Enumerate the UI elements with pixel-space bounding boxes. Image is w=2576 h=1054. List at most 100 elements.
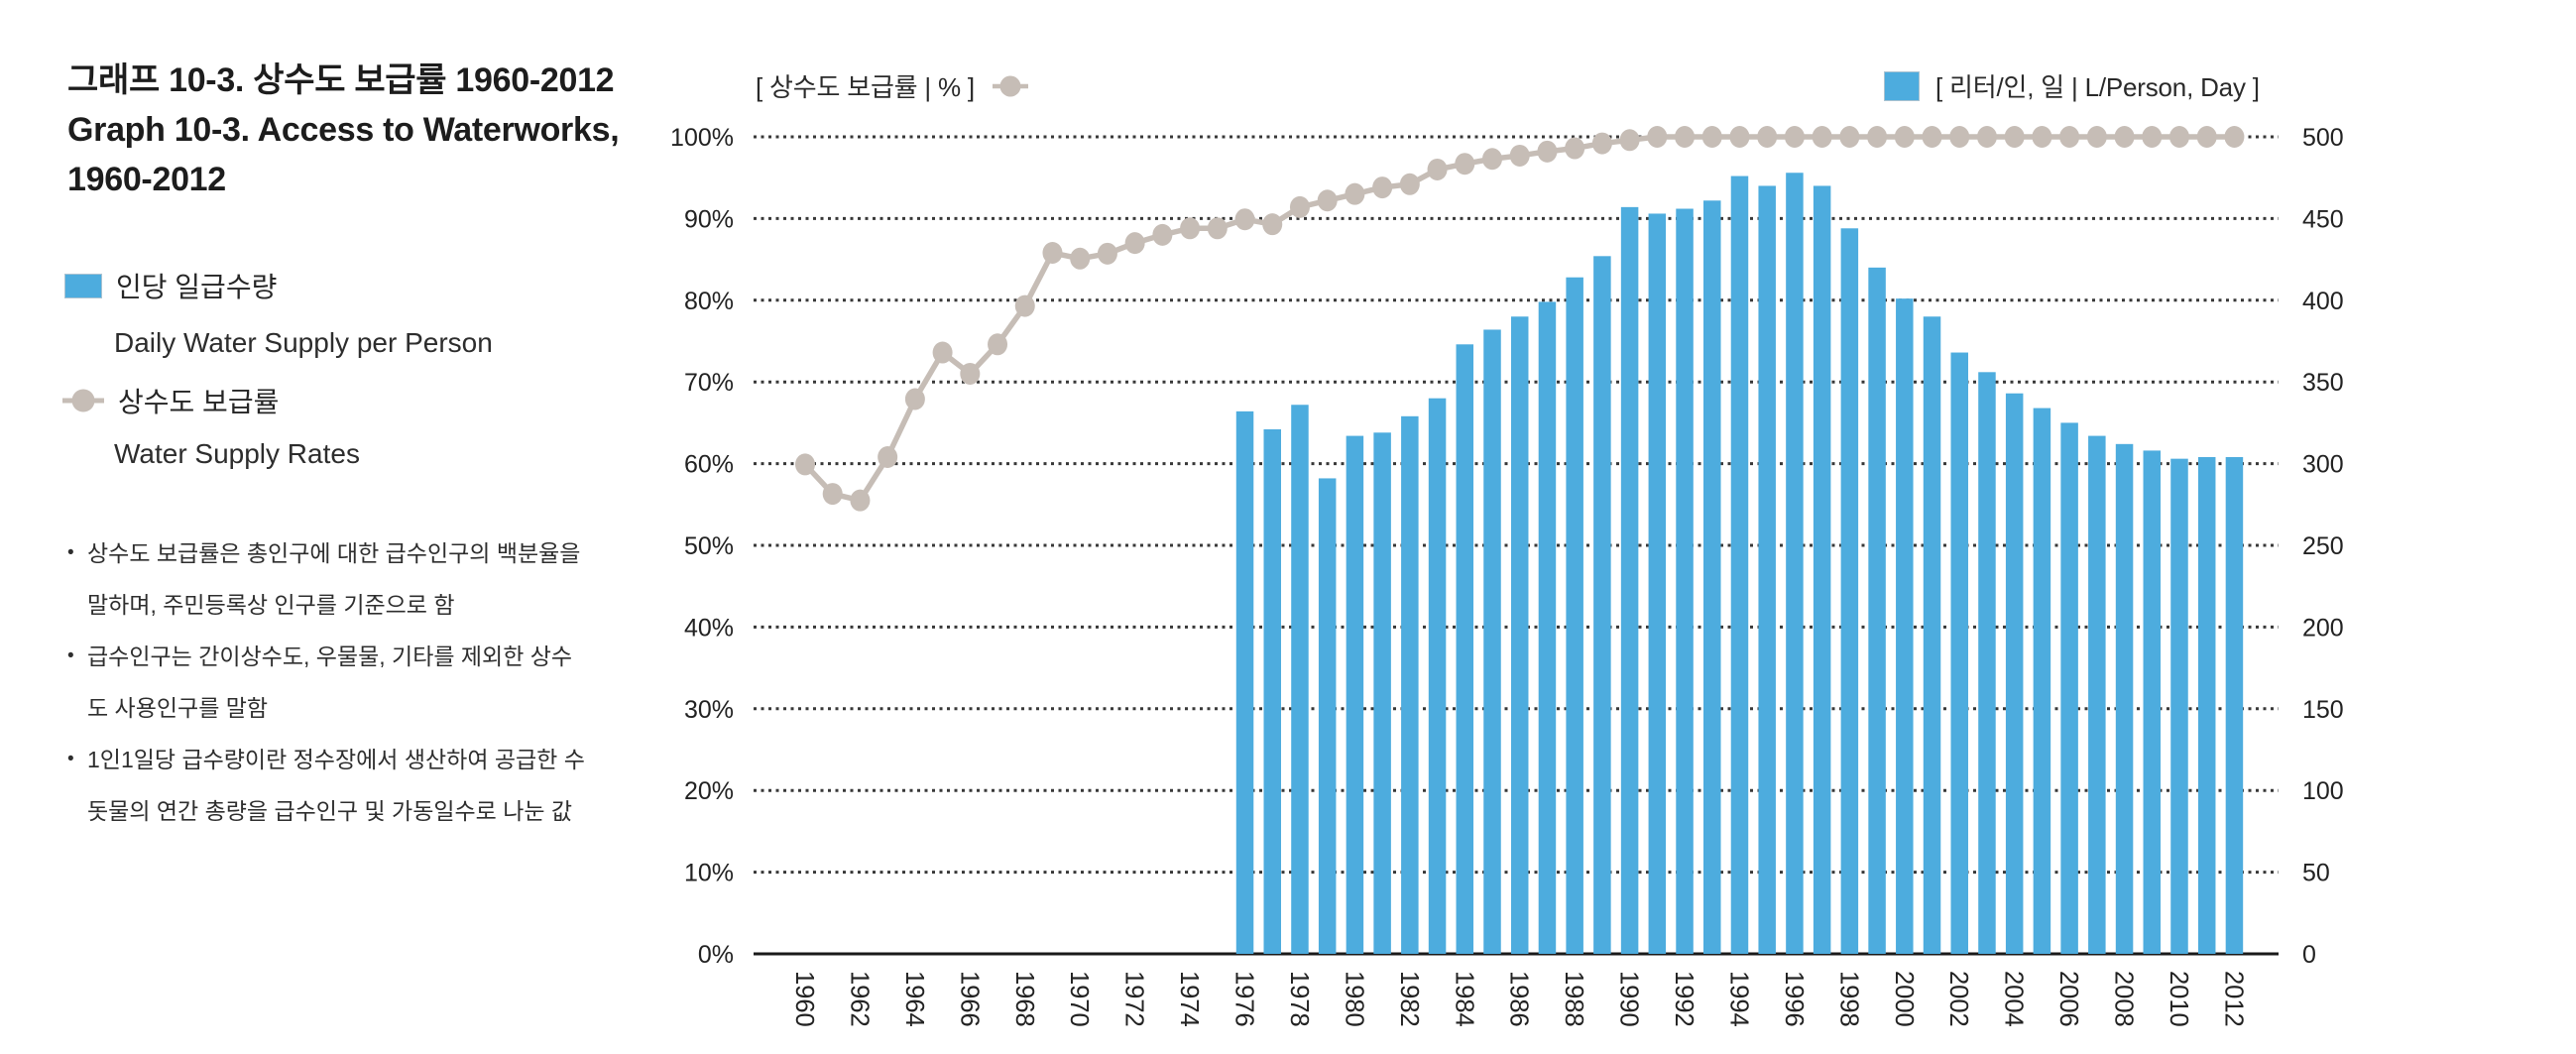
line-dot-marker-icon: [992, 75, 1028, 96]
bar-2011: [2197, 457, 2216, 954]
line-marker-1995: [1757, 126, 1778, 148]
bar-1994: [1730, 176, 1749, 954]
y-axis-label-left: 60%: [684, 451, 734, 479]
x-axis-year-label-1976: 1976: [1230, 971, 1258, 1027]
bar-1997: [1813, 185, 1831, 954]
x-axis-year-label-2006: 2006: [2054, 971, 2082, 1027]
line-marker-1964: [904, 388, 925, 410]
x-axis-year-label-2010: 2010: [2165, 971, 2192, 1027]
y-axis-label-left: 50%: [684, 532, 734, 560]
legend-label-en: Daily Water Supply per Person: [114, 327, 493, 358]
line-marker-2010: [2169, 126, 2189, 148]
x-axis-year-label-1964: 1964: [900, 971, 928, 1027]
y-axis-label-left: 90%: [684, 205, 734, 233]
line-marker-1982: [1399, 173, 1420, 195]
x-axis-year-labels: 1960 1962 1964 1966 1968 1970 1972 1974 1976 1978…: [790, 971, 2247, 1027]
line-marker-1965: [932, 341, 953, 364]
x-axis-year-label-1960: 1960: [790, 971, 818, 1027]
bar-series-daily-water-supply: [1235, 173, 2244, 955]
y-axis-label-right: 200: [2302, 614, 2344, 642]
bar-1990: [1620, 206, 1639, 954]
x-axis-year-label-1992: 1992: [1670, 971, 1698, 1027]
y-axis-label-right: 250: [2302, 532, 2344, 560]
x-axis-year-label-2000: 2000: [1890, 971, 1918, 1027]
line-marker-2003: [1976, 126, 1997, 148]
line-marker-1973: [1152, 223, 1173, 246]
line-marker-1989: [1591, 132, 1612, 155]
bar-1976: [1235, 410, 1254, 954]
right-axis-legend-label: [ 리터/인, 일 | L/Person, Day ]: [1935, 72, 2260, 102]
x-axis-year-label-1978: 1978: [1285, 971, 1313, 1027]
x-axis-year-label-1996: 1996: [1780, 971, 1808, 1027]
x-axis-year-label-1986: 1986: [1505, 971, 1533, 1027]
x-axis-year-label-1988: 1988: [1560, 971, 1587, 1027]
footnote: 급수인구는 간이상수도, 우물물, 기타를 제외한 상수도 사용인구를 말함: [65, 631, 593, 734]
line-marker-1961: [822, 483, 843, 506]
line-marker-1999: [1867, 126, 1888, 148]
gridlines: [754, 135, 2279, 875]
bar-1979: [1318, 478, 1337, 954]
line-marker-2011: [2196, 126, 2217, 148]
x-axis-year-label-2004: 2004: [2000, 971, 2028, 1027]
legend-item-daily-supply: 인당 일급수량: [64, 266, 277, 305]
bar-1984: [1456, 344, 1474, 954]
bar-2002: [1950, 352, 1968, 954]
bar-1988: [1566, 277, 1583, 954]
line-marker-1967: [988, 333, 1008, 356]
line-marker-2001: [1922, 126, 1942, 148]
y-axis-label-left: 40%: [684, 614, 734, 642]
figure-title-line-en: Graph 10-3. Access to Waterworks,: [67, 111, 620, 149]
line-marker-2007: [2086, 126, 2107, 148]
figure-title: 그래프 10-3. 상수도 보급률 1960-2012 Graph 10-3. …: [67, 56, 620, 204]
y-axis-label-right: 500: [2302, 124, 2344, 152]
x-axis-year-label-1974: 1974: [1175, 971, 1203, 1027]
bar-1977: [1263, 428, 1281, 954]
bar-1986: [1510, 316, 1529, 954]
y-axis-label-left: 20%: [684, 777, 734, 805]
line-marker-1968: [1014, 294, 1035, 317]
bar-swatch-icon: [1884, 70, 1920, 101]
bar-2009: [2143, 450, 2162, 954]
x-axis-year-label-2008: 2008: [2110, 971, 2138, 1027]
y-axis-label-left: 80%: [684, 288, 734, 315]
line-marker-2012: [2224, 126, 2245, 148]
line-marker-2005: [2032, 126, 2052, 148]
x-axis-year-label-1990: 1990: [1615, 971, 1643, 1027]
bar-1980: [1346, 435, 1364, 955]
y-axis-label-right: 350: [2302, 369, 2344, 397]
line-dot-marker-icon: [62, 389, 104, 412]
bar-2012: [2225, 457, 2244, 954]
line-marker-1978: [1289, 195, 1310, 218]
line-marker-2008: [2114, 126, 2135, 148]
bar-1985: [1483, 329, 1501, 954]
left-axis-legend-label: [ 상수도 보급률 | % ]: [756, 72, 975, 102]
x-axis-year-label-1966: 1966: [955, 971, 983, 1027]
line-marker-1983: [1427, 158, 1448, 180]
x-axis-year-label-1998: 1998: [1834, 971, 1862, 1027]
line-marker-2002: [1949, 126, 1970, 148]
y-axis-label-left: 100%: [670, 124, 734, 152]
line-marker-1980: [1345, 182, 1365, 205]
y-axis-label-left: 70%: [684, 369, 734, 397]
line-marker-1963: [878, 446, 898, 469]
line-marker-1988: [1565, 137, 1585, 160]
line-marker-1984: [1455, 153, 1475, 176]
bar-1998: [1840, 228, 1859, 955]
line-marker-2004: [2004, 126, 2025, 148]
bar-2005: [2033, 408, 2051, 954]
right-axis-tick-labels: 0 50 100 150 200 250 300 350 400 450 500: [2302, 124, 2344, 969]
bar-2001: [1923, 316, 1941, 954]
bar-1996: [1786, 173, 1804, 955]
line-marker-1960: [795, 453, 815, 476]
left-axis-legend: [ 상수도 보급률 | % ]: [756, 67, 1028, 104]
line-marker-1971: [1097, 242, 1117, 265]
line-marker-2000: [1894, 126, 1915, 148]
y-axis-label-right: 50: [2302, 860, 2330, 887]
bar-2008: [2115, 443, 2134, 955]
line-marker-1966: [960, 362, 981, 385]
line-marker-1987: [1537, 140, 1558, 163]
line-marker-1992: [1675, 126, 1696, 148]
line-series-water-supply-rate: [795, 126, 2245, 512]
bar-2010: [2170, 458, 2188, 954]
line-marker-1985: [1482, 148, 1502, 171]
